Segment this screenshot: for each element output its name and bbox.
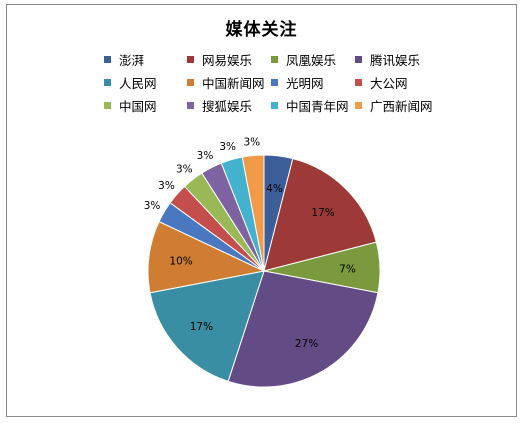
- data-label: 3%: [243, 137, 260, 149]
- legend-swatch: [271, 56, 278, 63]
- legend-item: 广西新闻网: [355, 96, 433, 115]
- chart-area: 媒体关注 澎湃 网易娱乐 凤凰娱乐 腾讯娱乐人民网 中国新闻网 光明网 大公网中国网 搜狐娱乐…: [6, 4, 517, 417]
- data-label: 17%: [190, 321, 213, 333]
- pie-slice: [241, 154, 265, 272]
- legend-swatch: [104, 56, 111, 63]
- pie-slice: [227, 270, 379, 388]
- legend-item: 网易娱乐: [187, 50, 252, 69]
- data-label: 3%: [197, 150, 214, 162]
- data-label: 3%: [158, 180, 175, 192]
- legend-label: 凤凰娱乐: [286, 53, 337, 68]
- pie-slice: [147, 220, 266, 294]
- legend-item: 光明网: [271, 73, 324, 92]
- legend-item: 中国青年网: [271, 96, 349, 115]
- legend-label: 中国新闻网: [202, 76, 265, 91]
- legend-swatch: [355, 79, 362, 86]
- legend-swatch: [271, 79, 278, 86]
- legend-label: 大公网: [370, 76, 408, 91]
- legend-label: 人民网: [119, 76, 157, 91]
- legend-item: 人民网: [104, 73, 157, 92]
- legend-item: 凤凰娱乐: [271, 50, 336, 69]
- data-label: 10%: [169, 256, 192, 268]
- legend-label: 搜狐娱乐: [202, 99, 253, 114]
- legend-swatch: [355, 102, 362, 109]
- chart-title: 媒体关注: [225, 20, 298, 40]
- pie-chart: 4%17%7%27%17%10%3%3%3%3%3% 3%: [144, 137, 381, 388]
- legend-swatch: [271, 102, 278, 109]
- data-label: 3%: [219, 141, 236, 153]
- pie-slice: [149, 270, 265, 382]
- legend-item: 大公网: [355, 73, 408, 92]
- data-label: 3%: [144, 200, 161, 212]
- legend-swatch: [104, 102, 111, 109]
- data-label: 4%: [266, 183, 283, 195]
- legend-swatch: [104, 79, 111, 86]
- legend-label: 中国网: [119, 99, 157, 114]
- legend-label: 腾讯娱乐: [370, 53, 421, 68]
- legend-item: 中国新闻网: [187, 73, 265, 92]
- legend-item: 腾讯娱乐: [355, 50, 420, 69]
- legend-label: 光明网: [286, 76, 324, 91]
- legend-label: 广西新闻网: [370, 99, 433, 114]
- legend-label: 网易娱乐: [202, 53, 253, 68]
- pie-slice: [263, 158, 377, 272]
- legend-item: 中国网: [104, 96, 157, 115]
- data-label: 3%: [176, 163, 193, 175]
- legend-swatch: [355, 56, 362, 63]
- legend-swatch: [187, 56, 194, 63]
- legend-label: 澎湃: [119, 53, 145, 68]
- legend-swatch: [187, 102, 194, 109]
- legend-swatch: [187, 79, 194, 86]
- legend-label: 中国青年网: [286, 99, 349, 114]
- data-label: 7%: [339, 263, 356, 275]
- legend-item: 澎湃: [104, 50, 144, 69]
- data-label: 27%: [295, 338, 318, 350]
- legend-item: 搜狐娱乐: [187, 96, 252, 115]
- data-label: 17%: [311, 207, 334, 219]
